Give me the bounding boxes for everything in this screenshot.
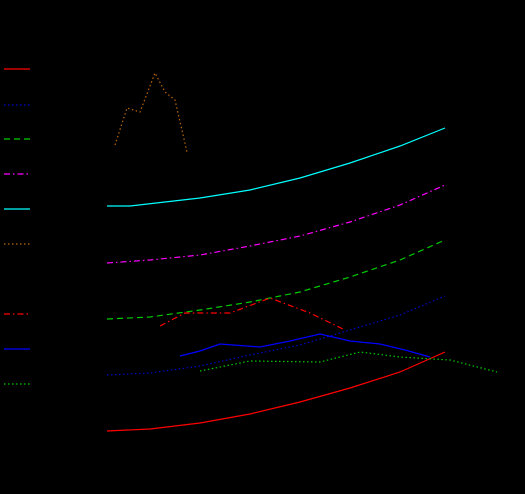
series-line [179, 333, 431, 358]
series-line [106, 239, 446, 320]
series-line [106, 351, 446, 432]
series-line [159, 297, 346, 331]
series-line [106, 295, 446, 376]
series-line [106, 184, 446, 264]
series-line [199, 351, 498, 373]
series-line [107, 127, 446, 207]
series-line [114, 71, 188, 153]
